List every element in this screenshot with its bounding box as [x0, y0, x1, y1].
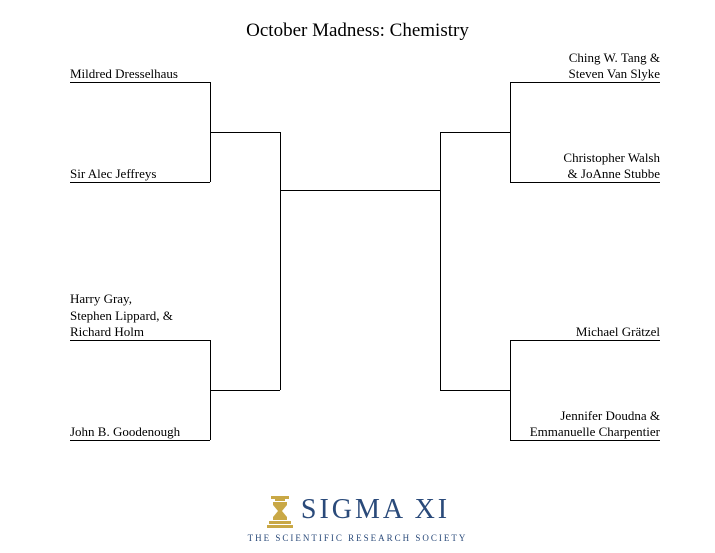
bracket-line	[510, 340, 511, 440]
logo: SIGMA XI THE SCIENTIFIC RESEARCH SOCIETY	[0, 494, 715, 543]
bracket-right-bottom-a: Michael Grätzel	[510, 324, 660, 340]
bracket-line	[210, 390, 280, 391]
bracket-line	[280, 132, 281, 390]
bracket-line	[440, 132, 441, 390]
logo-subtitle: THE SCIENTIFIC RESEARCH SOCIETY	[0, 533, 715, 543]
bracket-right-top-b: Christopher Walsh& JoAnne Stubbe	[510, 150, 660, 183]
bracket-line	[210, 132, 280, 133]
bracket-right-top-a: Ching W. Tang &Steven Van Slyke	[510, 50, 660, 83]
bracket-left-bottom-a: Harry Gray,Stephen Lippard, &Richard Hol…	[70, 291, 210, 340]
bracket-right-bottom-b: Jennifer Doudna &Emmanuelle Charpentier	[510, 408, 660, 441]
bracket-line	[440, 390, 510, 391]
bracket-left-bottom-b: John B. Goodenough	[70, 424, 210, 440]
bracket-line	[510, 82, 511, 182]
bracket-line	[280, 190, 340, 191]
sigma-xi-icon	[265, 494, 295, 535]
bracket-left-top-a: Mildred Dresselhaus	[70, 66, 210, 82]
bracket-line	[70, 82, 210, 83]
bracket-line	[510, 182, 660, 183]
bracket-line	[440, 132, 510, 133]
page-title: October Madness: Chemistry	[0, 20, 715, 42]
bracket-left-top-b: Sir Alec Jeffreys	[70, 166, 210, 182]
bracket-line	[70, 440, 210, 441]
bracket-line	[510, 340, 660, 341]
bracket-line	[380, 190, 440, 191]
bracket-line	[510, 82, 660, 83]
logo-text: SIGMA XI	[301, 494, 450, 525]
bracket-line	[510, 440, 660, 441]
bracket-line	[70, 182, 210, 183]
bracket-line	[70, 340, 210, 341]
bracket-line	[340, 190, 380, 191]
